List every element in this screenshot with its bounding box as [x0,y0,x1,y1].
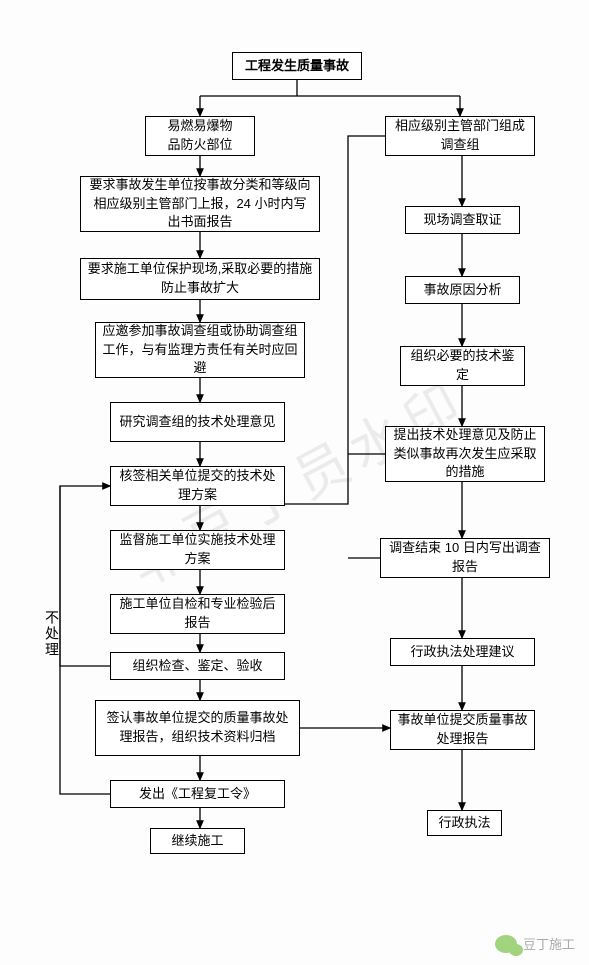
left-n3: 要求施工单位保护现场,采取必要的措施防止事故扩大 [80,258,320,300]
left-n5: 研究调查组的技术处理意见 [110,402,285,442]
left-n8: 施工单位自检和专业检验后报告 [110,594,285,634]
left-n9: 组织检查、鉴定、验收 [110,652,285,680]
right-r8: 事故单位提交质量事故处理报告 [390,710,535,750]
wechat-text: 豆丁施工 [523,934,575,953]
title-node: 工程发生质量事故 [232,52,362,80]
wechat-footer: 豆丁施工 [495,934,575,953]
left-n11: 发出《工程复工令》 [110,780,285,808]
side-label: 不处理 [42,610,62,658]
right-r1: 相应级别主管部门组成调查组 [385,116,535,156]
right-r9: 行政执法 [427,810,502,836]
right-r2: 现场调查取证 [405,206,520,234]
right-r6: 调查结束 10 日内写出调查报告 [380,538,550,578]
left-n12: 继续施工 [150,828,245,854]
left-n6: 核签相关单位提交的技术处理方案 [110,466,285,506]
left-n2: 要求事故发生单位按事故分类和等级向相应级别主管部门上报，24 小时内写出书面报告 [80,176,320,232]
left-n10: 签认事故单位提交的质量事故处理报告，组织技术资料归档 [95,700,300,756]
right-r4: 组织必要的技术鉴定 [400,346,525,386]
right-r5: 提出技术处理意见及防止类似事故再次发生应采取的措施 [385,426,545,482]
right-r7: 行政执法处理建议 [390,638,535,666]
right-r3: 事故原因分析 [405,276,520,304]
left-n1: 易燃易爆物 品防火部位 [145,116,255,156]
left-n7: 监督施工单位实施技术处理方案 [110,530,285,570]
wechat-icon [495,935,517,953]
left-n4: 应邀参加事故调查组或协助调查组工作，与有监理方责任有关时应回避 [95,322,305,378]
